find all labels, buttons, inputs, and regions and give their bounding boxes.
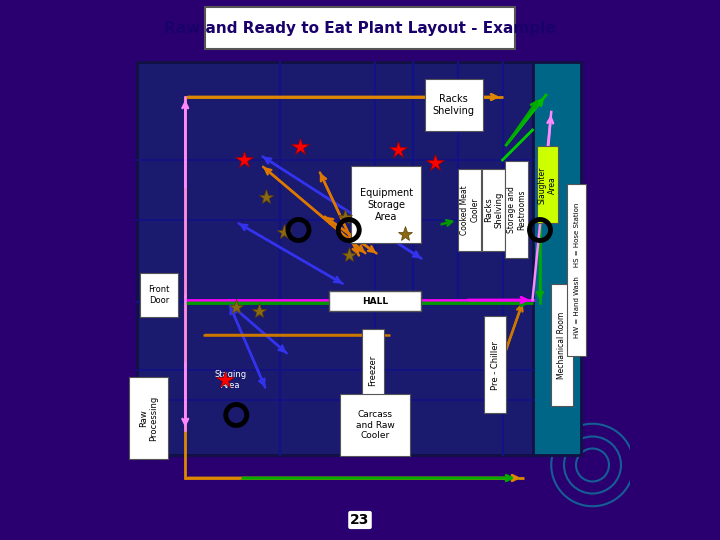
FancyBboxPatch shape bbox=[129, 377, 168, 459]
FancyBboxPatch shape bbox=[351, 166, 421, 243]
FancyBboxPatch shape bbox=[425, 79, 483, 131]
Text: Slaughter
Area: Slaughter Area bbox=[538, 166, 557, 204]
Text: Raw
Processing: Raw Processing bbox=[139, 395, 158, 441]
FancyBboxPatch shape bbox=[484, 316, 506, 413]
Bar bbox=[138, 62, 534, 455]
Text: HALL: HALL bbox=[362, 296, 388, 306]
FancyBboxPatch shape bbox=[482, 169, 505, 251]
FancyBboxPatch shape bbox=[329, 291, 421, 311]
FancyBboxPatch shape bbox=[536, 146, 558, 223]
Text: Front
Door: Front Door bbox=[148, 285, 170, 305]
FancyBboxPatch shape bbox=[458, 169, 481, 251]
Text: Equipment
Storage
Area: Equipment Storage Area bbox=[360, 188, 413, 221]
Bar bbox=[534, 62, 581, 455]
Text: HW = Hand Wash    HS = Hose Station: HW = Hand Wash HS = Hose Station bbox=[574, 202, 580, 338]
Text: Raw and Ready to Eat Plant Layout - Example: Raw and Ready to Eat Plant Layout - Exam… bbox=[164, 21, 556, 36]
FancyBboxPatch shape bbox=[140, 273, 178, 317]
Text: 23: 23 bbox=[351, 513, 369, 527]
FancyBboxPatch shape bbox=[340, 394, 410, 456]
Text: Cooked Meat
Cooler: Cooked Meat Cooler bbox=[460, 185, 480, 235]
FancyBboxPatch shape bbox=[551, 284, 572, 406]
Text: Storage and
Restrooms: Storage and Restrooms bbox=[507, 186, 526, 233]
FancyBboxPatch shape bbox=[362, 329, 384, 411]
Text: Carcass
and Raw
Cooler: Carcass and Raw Cooler bbox=[356, 410, 395, 440]
Text: Mechanical Room: Mechanical Room bbox=[557, 312, 566, 379]
Text: Staging
Area: Staging Area bbox=[215, 370, 247, 390]
FancyBboxPatch shape bbox=[567, 184, 586, 356]
FancyBboxPatch shape bbox=[505, 161, 528, 258]
Text: Racks
Shelving: Racks Shelving bbox=[433, 94, 474, 116]
Text: Freezer: Freezer bbox=[368, 354, 377, 386]
Text: Racks
Shelving: Racks Shelving bbox=[484, 192, 503, 228]
Text: Pre - Chiller: Pre - Chiller bbox=[490, 341, 500, 389]
FancyBboxPatch shape bbox=[205, 7, 515, 49]
